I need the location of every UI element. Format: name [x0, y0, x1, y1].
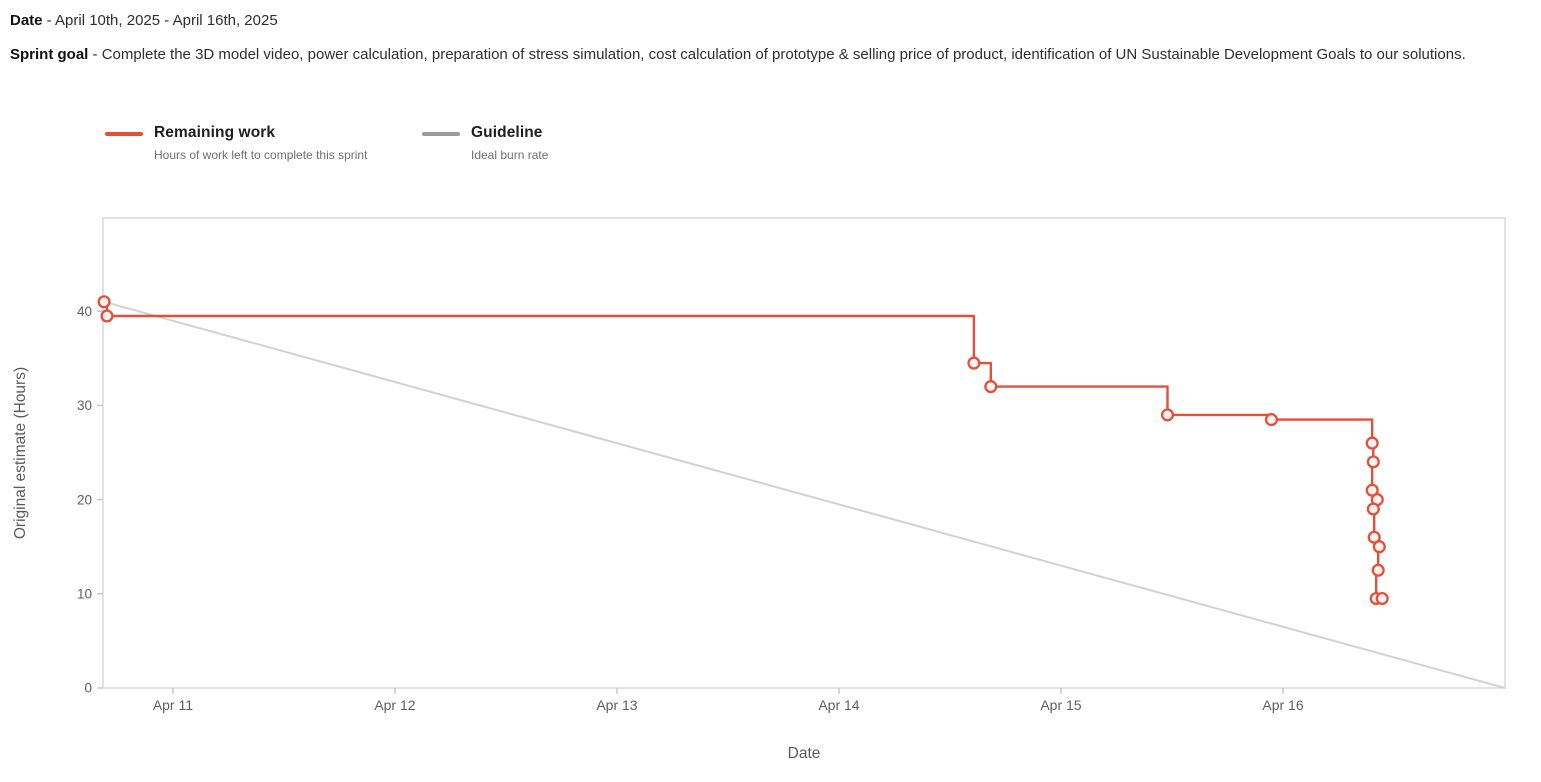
- y-tick-label: 0: [84, 681, 92, 696]
- sprint-goal-label: Sprint goal: [10, 46, 89, 63]
- data-point-marker[interactable]: [1160, 408, 1175, 422]
- data-point-marker[interactable]: [1375, 591, 1389, 606]
- x-tick-label: Apr 16: [1262, 697, 1303, 713]
- legend-title-remaining-work: Remaining work: [154, 124, 276, 141]
- data-point-marker[interactable]: [1264, 413, 1278, 427]
- x-tick-label: Apr 14: [818, 697, 859, 713]
- legend-description-remaining-work: Hours of work left to complete this spri…: [154, 148, 368, 162]
- legend-item-guideline[interactable]: Guideline Ideal burn rate: [422, 124, 548, 162]
- legend-title-guideline: Guideline: [471, 124, 543, 141]
- x-tick-label: Apr 12: [374, 697, 415, 713]
- data-point-marker[interactable]: [984, 380, 998, 394]
- remaining-work-line: [102, 300, 1384, 600]
- sprint-goal-text: Complete the 3D model video, power calcu…: [101, 46, 1466, 63]
- x-tick-label: Apr 11: [153, 697, 193, 713]
- y-axis-label: Original estimate (Hours): [12, 367, 29, 539]
- date-line: Date - April 10th, 2025 - April 16th, 20…: [10, 9, 1536, 32]
- data-point-marker[interactable]: [1372, 540, 1386, 554]
- y-tick-label: 40: [77, 304, 92, 319]
- data-point-marker[interactable]: [97, 295, 111, 309]
- sprint-goal-line: Sprint goal - Complete the 3D model vide…: [10, 43, 1536, 66]
- plot-border: [102, 217, 1506, 689]
- data-point-marker[interactable]: [1366, 502, 1380, 516]
- data-point-marker[interactable]: [1365, 436, 1379, 450]
- guideline-line: [103, 300, 1506, 689]
- legend-description-guideline: Ideal burn rate: [471, 148, 549, 162]
- x-tick-label: Apr 15: [1040, 697, 1081, 713]
- guideline-swatch-icon: [422, 132, 460, 136]
- y-tick-label: 20: [77, 492, 92, 507]
- date-separator: -: [42, 12, 56, 29]
- data-point-marker[interactable]: [100, 309, 114, 323]
- y-tick-label: 10: [77, 587, 92, 602]
- burndown-chart: 0 10 20 30 40 Apr 11 Apr 12 Apr 13 Apr 14 Apr 15 A…: [12, 217, 1506, 762]
- data-point-marker[interactable]: [1366, 455, 1380, 469]
- remaining-work-swatch-icon: [105, 132, 143, 136]
- y-tick-label: 30: [77, 398, 92, 413]
- date-value: April 10th, 2025 - April 16th, 2025: [55, 12, 278, 29]
- report-header: Date - April 10th, 2025 - April 16th, 20…: [10, 9, 1536, 66]
- data-point-marker[interactable]: [967, 356, 981, 370]
- date-label: Date: [10, 12, 43, 29]
- legend-item-remaining-work[interactable]: Remaining work Hours of work left to com…: [105, 124, 367, 162]
- x-tick-label: Apr 13: [596, 697, 637, 713]
- data-point-marker[interactable]: [1371, 563, 1385, 577]
- sprint-goal-separator: -: [88, 46, 102, 63]
- chart-area: 0 10 20 30 40 Apr 11 Apr 12 Apr 13 Apr 14 Apr 15 A…: [0, 200, 1541, 782]
- x-axis-label: Date: [788, 745, 821, 762]
